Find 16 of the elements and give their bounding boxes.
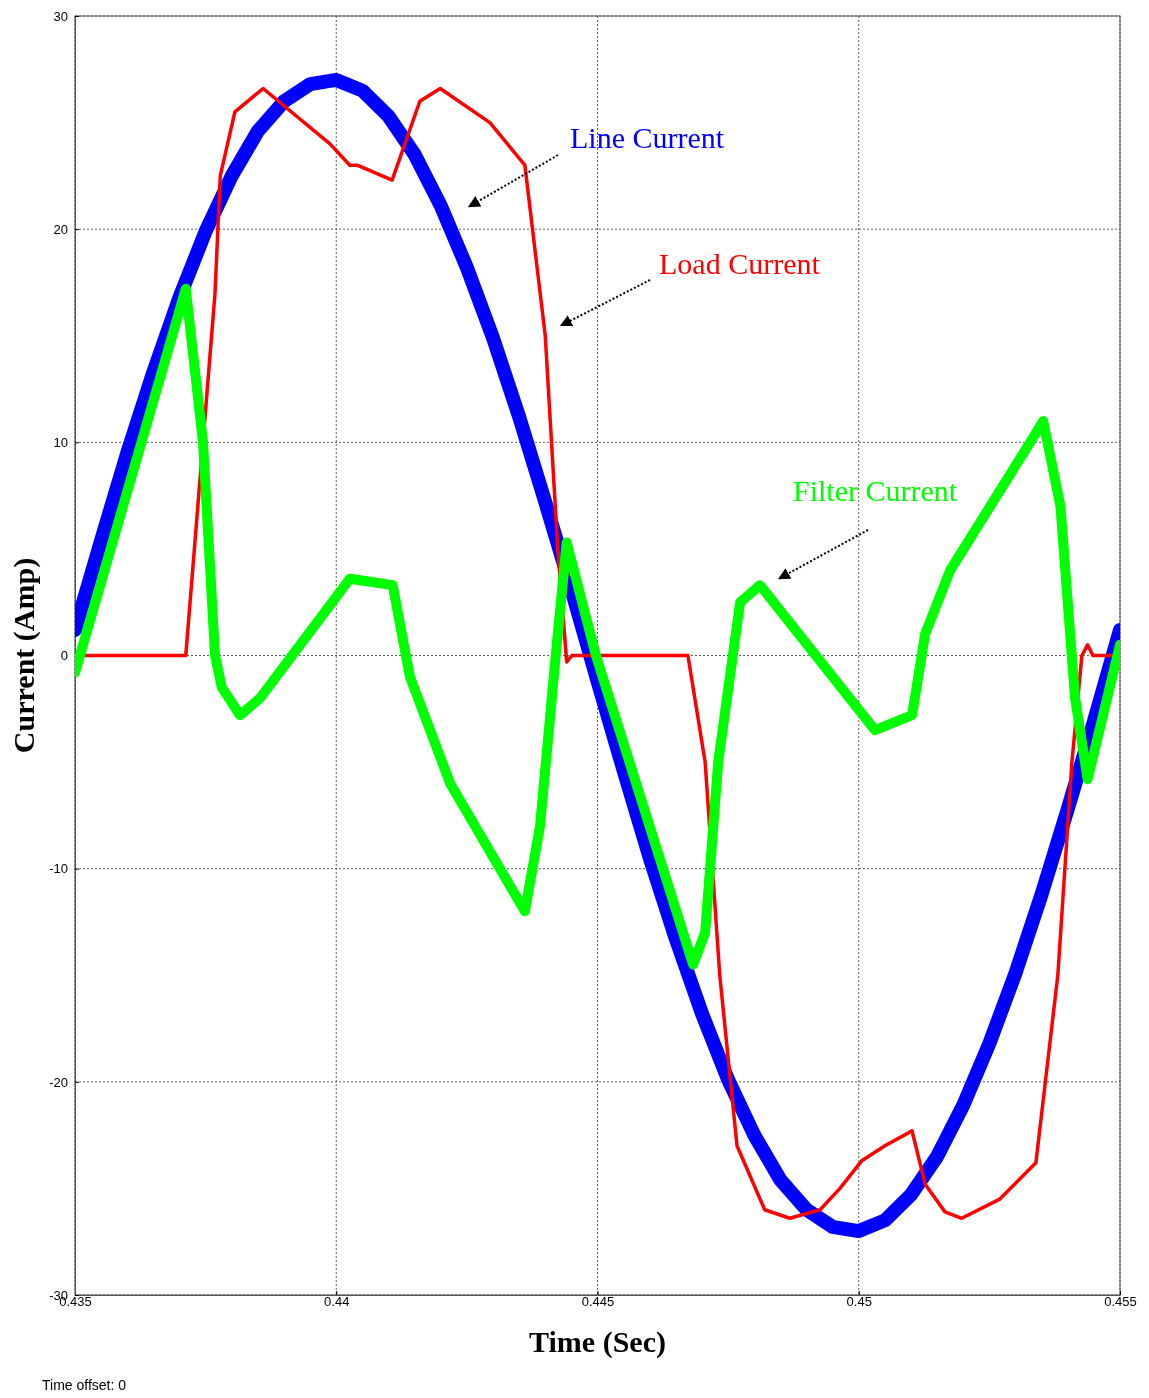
x-tick-label: 0.445 (581, 1294, 615, 1309)
y-tick-label: 0 (60, 648, 68, 664)
y-axis-title: Current (Amp) (7, 557, 41, 754)
x-tick-label: 0.44 (324, 1294, 350, 1309)
y-tick-label: -20 (49, 1074, 68, 1090)
text: Line Current (570, 121, 725, 154)
y-tick-label: 20 (53, 221, 68, 237)
x-axis-title: Time (Sec) (529, 1325, 666, 1359)
text: Load Current (659, 247, 821, 280)
y-tick-label: 10 (53, 434, 68, 450)
x-tick-label: 0.45 (846, 1294, 872, 1309)
text: Time offset: 0 (42, 1377, 127, 1393)
y-tick-label: 30 (53, 8, 68, 24)
series-label: Filter Current (793, 474, 958, 507)
x-tick-label: 0.455 (1104, 1294, 1137, 1309)
y-tick-label: -10 (49, 861, 68, 877)
